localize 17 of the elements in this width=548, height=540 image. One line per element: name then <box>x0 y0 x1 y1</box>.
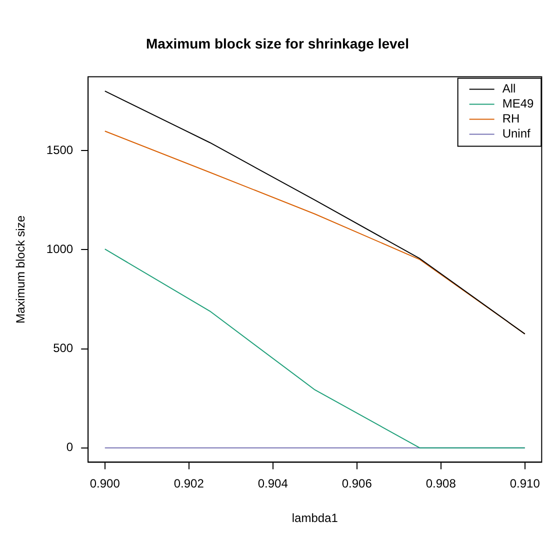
legend-label: ME49 <box>502 96 534 111</box>
y-tick-label: 500 <box>53 341 74 356</box>
y-axis-title: Maximum block size <box>14 215 28 324</box>
y-tick-label: 1500 <box>46 142 74 157</box>
x-tick-label: 0.910 <box>510 476 540 491</box>
y-tick-label: 1000 <box>46 242 74 256</box>
x-tick-label: 0.904 <box>258 476 288 491</box>
x-tick-label: 0.902 <box>174 476 204 491</box>
legend-label: All <box>502 82 516 96</box>
legend-label: Uninf <box>502 126 532 141</box>
x-tick-label: 0.908 <box>426 476 456 491</box>
x-axis-title: lambda1 <box>292 511 338 526</box>
x-tick-label: 0.900 <box>90 476 120 491</box>
y-tick-label: 0 <box>66 440 74 454</box>
chart-title: Maximum block size for shrinkage level <box>146 35 409 52</box>
legend-label: RH <box>502 112 520 126</box>
x-tick-label: 0.906 <box>342 476 372 491</box>
